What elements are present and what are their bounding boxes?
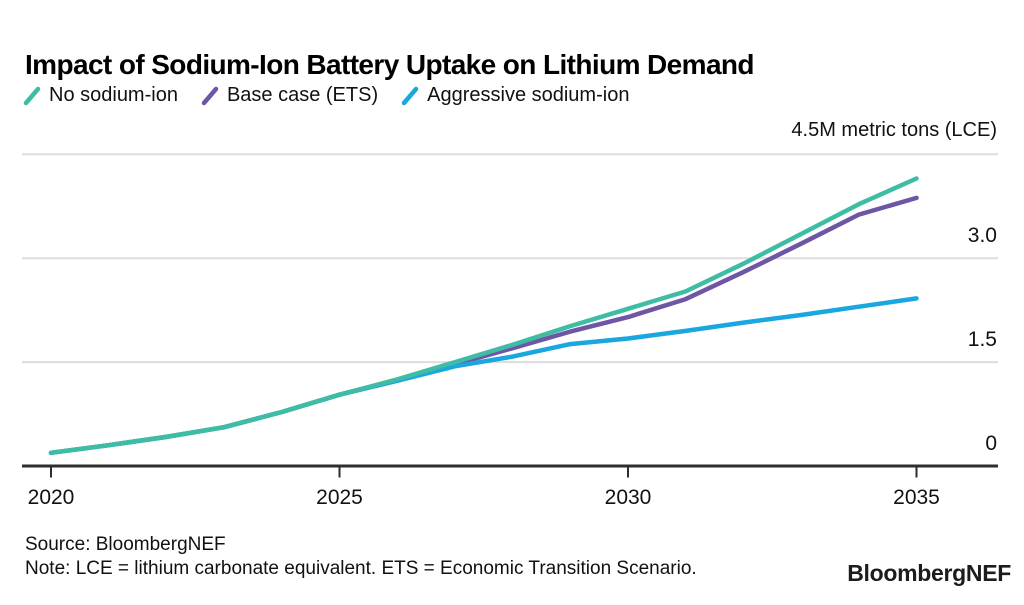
legend-item-base-case: Base case (ETS)	[200, 84, 378, 107]
legend-label: No sodium-ion	[49, 84, 178, 106]
chart-title: Impact of Sodium-Ion Battery Uptake on L…	[25, 48, 755, 80]
y-tick-label: 0	[985, 432, 997, 455]
series-line-base-case-ets-	[48, 195, 919, 456]
y-tick-label: 1.5	[967, 328, 997, 352]
legend-label: Base case (ETS)	[226, 84, 379, 106]
note-text: Note: LCE = lithium carbonate equivalent…	[25, 558, 697, 579]
y-tick-label: 3.0	[967, 224, 997, 248]
legend-label: Aggressive sodium-ion	[427, 84, 630, 106]
line-slash-icon	[23, 86, 41, 105]
legend-item-no-sodium-ion: No sodium-ion	[22, 84, 178, 107]
chart-legend: No sodium-ion Base case (ETS) Aggressive…	[22, 84, 629, 107]
legend-item-aggressive-sodium-ion: Aggressive sodium-ion	[400, 84, 629, 107]
x-tick-label: 2020	[27, 486, 75, 509]
line-slash-icon	[201, 86, 219, 105]
line-slash-icon	[401, 86, 419, 105]
bloombergnef-logo: BloombergNEF	[847, 560, 1011, 586]
series-line-no-sodium-ion	[48, 176, 919, 456]
x-tick-label: 2030	[604, 486, 652, 509]
source-text: Source: BloombergNEF	[25, 534, 226, 555]
series-line-aggressive-sodium-ion	[48, 296, 919, 456]
x-tick-label: 2035	[893, 486, 940, 509]
x-tick-label: 2025	[316, 486, 363, 509]
y-axis-unit-label: 4.5M metric tons (LCE)	[791, 119, 997, 141]
